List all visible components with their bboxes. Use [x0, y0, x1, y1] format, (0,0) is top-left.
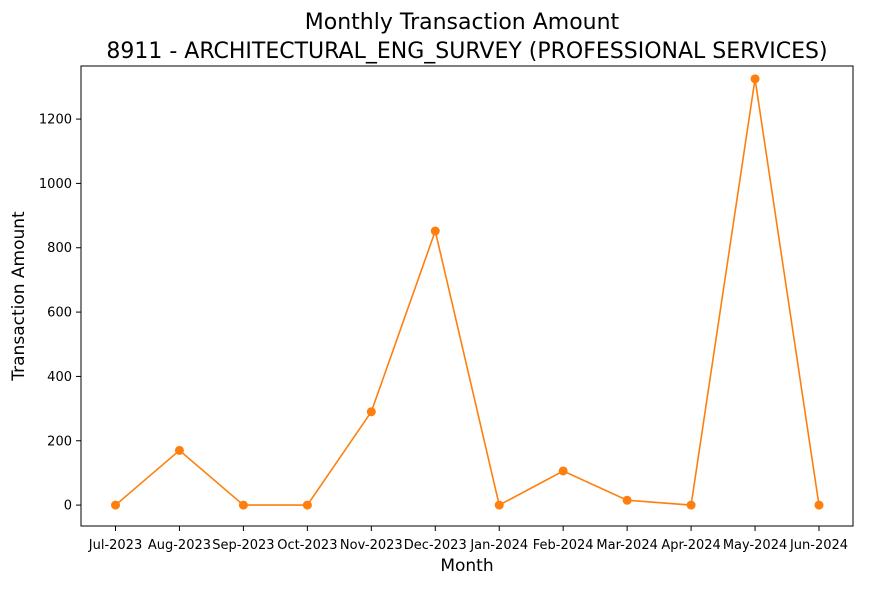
data-point-apr-2024 [686, 500, 696, 510]
y-axis: 0 200 400 600 800 1000 1200 [39, 113, 81, 514]
x-tick-label: Jul-2023 [88, 538, 142, 553]
data-point-oct-2023 [302, 500, 312, 510]
x-axis: Jul-2023 Aug-2023 Sep-2023 Oct-2023 Nov-2023… [88, 526, 848, 553]
x-tick-label: Oct-2023 [277, 538, 337, 553]
x-tick-label: Dec-2023 [404, 538, 467, 553]
data-point-sep-2023 [238, 500, 248, 510]
x-tick-label: Jun-2024 [789, 538, 848, 553]
data-point-feb-2024 [558, 466, 568, 476]
data-point-mar-2024 [622, 495, 632, 505]
data-point-jun-2024 [814, 500, 824, 510]
x-tick-label: Feb-2024 [533, 538, 594, 553]
y-tick-label: 0 [64, 499, 72, 514]
x-tick-label: Sep-2023 [212, 538, 274, 553]
data-markers [111, 74, 824, 510]
data-point-aug-2023 [174, 445, 184, 455]
chart-title: Monthly Transaction Amount [305, 10, 620, 35]
y-axis-label: Transaction Amount [9, 211, 29, 382]
data-point-may-2024 [750, 74, 760, 84]
x-tick-label: Nov-2023 [340, 538, 403, 553]
y-tick-label: 1200 [39, 113, 72, 128]
x-tick-label: May-2024 [723, 538, 787, 553]
y-tick-label: 1000 [39, 177, 72, 192]
y-tick-label: 400 [47, 370, 72, 385]
y-tick-label: 800 [47, 241, 72, 256]
y-tick-label: 600 [47, 306, 72, 321]
data-point-jul-2023 [111, 500, 120, 510]
x-tick-label: Aug-2023 [148, 538, 211, 553]
data-point-jan-2024 [494, 500, 504, 510]
x-tick-label: Apr-2024 [661, 538, 720, 553]
plot-area [80, 65, 854, 527]
x-tick-label: Jan-2024 [469, 538, 528, 553]
data-point-nov-2023 [366, 407, 376, 417]
chart-subtitle: 8911 - ARCHITECTURAL_ENG_SURVEY (PROFESS… [106, 39, 827, 64]
x-axis-label: Month [440, 556, 493, 576]
series-line [114, 78, 820, 507]
data-point-dec-2023 [430, 226, 440, 236]
y-tick-label: 200 [47, 434, 72, 449]
x-tick-label: Mar-2024 [596, 538, 657, 553]
